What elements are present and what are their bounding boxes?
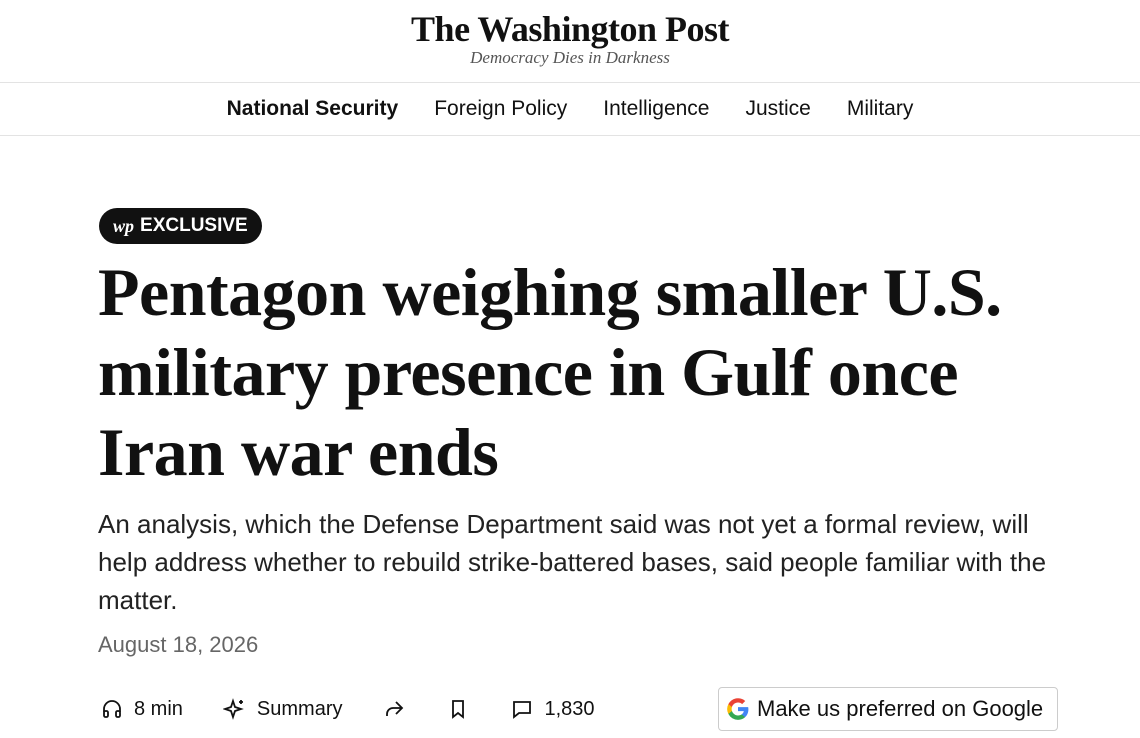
publish-date: August 18, 2026 [98, 632, 259, 657]
bookmark-button[interactable] [446, 697, 470, 721]
section-nav: National Security Foreign Policy Intelli… [0, 83, 1140, 136]
summary-button[interactable]: Summary [222, 697, 343, 721]
nav-link[interactable]: Military [846, 97, 914, 120]
nav-link[interactable]: Intelligence [603, 97, 710, 120]
comment-icon [513, 701, 532, 719]
listen-button[interactable]: 8 min [100, 697, 183, 721]
nav-link[interactable]: National Security [226, 97, 399, 120]
summary-label: Summary [256, 697, 343, 720]
masthead: The Washington Post Democracy Dies in Da… [0, 0, 1140, 83]
tagline: Democracy Dies in Darkness [470, 48, 670, 67]
action-bar: 8 min Summary 1,830 [100, 694, 635, 724]
share-icon [386, 701, 404, 716]
dek: An analysis, which the Defense Departmen… [98, 509, 1047, 615]
google-icon [727, 698, 749, 720]
listen-time: 8 min [134, 697, 183, 720]
site-logo[interactable]: The Washington Post [411, 9, 729, 49]
share-button[interactable] [382, 697, 406, 721]
comment-count: 1,830 [544, 697, 595, 720]
badge-label: EXCLUSIVE [140, 215, 248, 236]
google-button-label: Make us preferred on Google [757, 696, 1044, 721]
headline: Pentagon weighing smaller U.S. military … [98, 254, 1002, 490]
bookmark-icon [452, 700, 465, 719]
badge-logo: wp [113, 215, 135, 236]
nav-link[interactable]: Foreign Policy [434, 97, 568, 120]
headphones-icon [103, 700, 121, 718]
nav-link[interactable]: Justice [745, 97, 811, 120]
sparkle-icon [222, 698, 244, 720]
exclusive-badge: wp EXCLUSIVE [99, 208, 262, 244]
comments-button[interactable]: 1,830 [510, 697, 595, 721]
google-preferred-button[interactable]: Make us preferred on Google [718, 687, 1058, 731]
